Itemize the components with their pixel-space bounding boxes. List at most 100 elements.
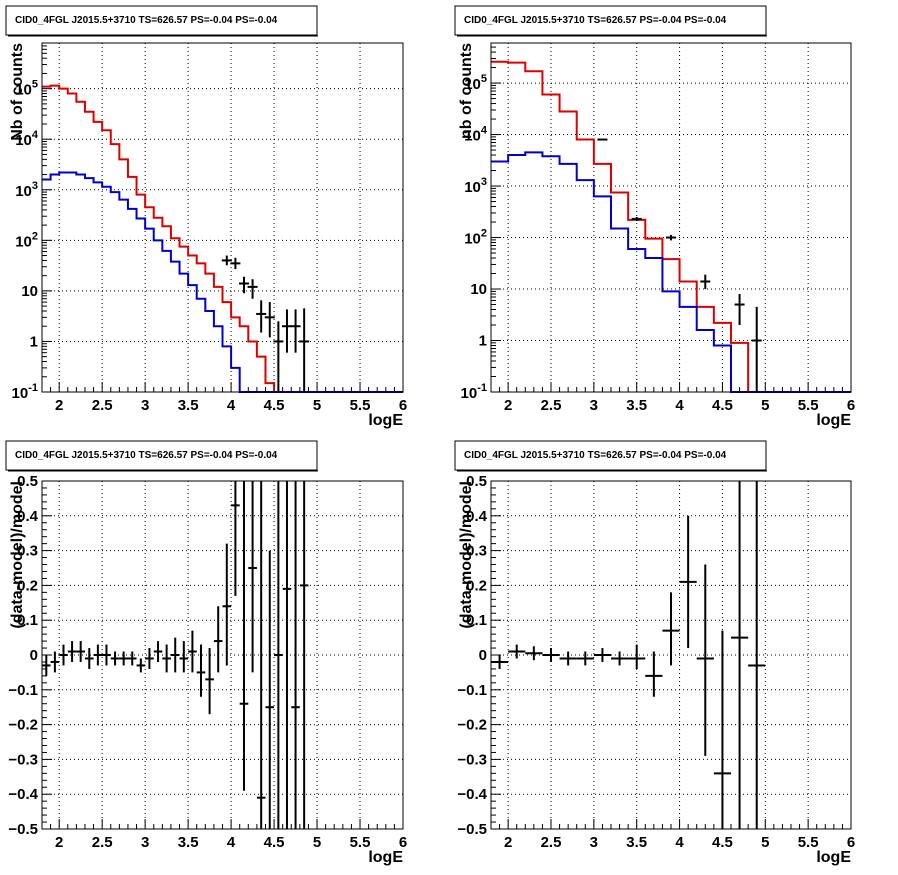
residual-point-2 bbox=[525, 646, 543, 661]
residual-point-28 bbox=[282, 481, 292, 829]
y-tick-label-6: 105 bbox=[15, 79, 38, 99]
residual-point-5 bbox=[576, 651, 594, 666]
plot-area bbox=[491, 43, 851, 392]
x-tick-label-6: 5 bbox=[761, 834, 769, 851]
x-tick-label-6: 5 bbox=[313, 834, 321, 851]
x-tick-label-6: 5 bbox=[313, 397, 321, 414]
residual-point-18 bbox=[196, 644, 206, 697]
residual-point-16 bbox=[179, 641, 189, 673]
data-point-3 bbox=[247, 279, 258, 299]
y-tick-label-3: −0.2 bbox=[457, 717, 487, 734]
data-point-2 bbox=[666, 234, 676, 241]
x-tick-label-1: 2.5 bbox=[541, 397, 562, 414]
residual-point-10 bbox=[662, 592, 680, 666]
residual-point-9 bbox=[119, 651, 128, 666]
y-axis-label: (data-model)/model bbox=[9, 481, 26, 629]
plot-frame bbox=[490, 42, 852, 393]
x-axis-label: logE bbox=[368, 849, 403, 866]
x-tick-label-0: 2 bbox=[504, 397, 512, 414]
x-tick-label-1: 2.5 bbox=[541, 834, 562, 851]
data-point-4 bbox=[256, 300, 267, 333]
y-tick-label-6: 105 bbox=[464, 73, 487, 93]
x-tick-label-6: 5 bbox=[761, 397, 769, 414]
chart-panel-1: 2 2.5 3 3.5 4 4.5 5 5.5 6 10-1 1 10 102 103 104 105 logE… bbox=[5, 5, 407, 429]
residual-point-13 bbox=[153, 641, 163, 662]
y-tick-label-1: 1 bbox=[479, 333, 487, 350]
y-axis-label: (data-model)/model bbox=[458, 481, 475, 629]
x-tick-label-8: 6 bbox=[847, 834, 855, 851]
y-tick-label-9: 0.4 bbox=[466, 508, 488, 525]
y-tick-label-9: 0.4 bbox=[17, 508, 39, 525]
x-tick-label-5: 4.5 bbox=[712, 834, 733, 851]
chart-panel-2: 2 2.5 3 3.5 4 4.5 5 5.5 6 10-1 1 10 102 103 104 105 logE… bbox=[454, 5, 855, 429]
residual-point-19 bbox=[205, 648, 214, 715]
y-tick-label-4: 103 bbox=[15, 180, 38, 200]
residual-point-2 bbox=[59, 644, 68, 666]
chart-title: CID0_4FGL J2015.5+3710 TS=626.57 PS=-0.0… bbox=[464, 15, 727, 26]
x-tick-label-8: 6 bbox=[399, 834, 407, 851]
y-tick-label-2: 10 bbox=[470, 281, 487, 298]
y-tick-label-5: 0 bbox=[30, 647, 38, 664]
y-tick-label-3: −0.2 bbox=[8, 717, 38, 734]
residual-point-8 bbox=[628, 644, 646, 669]
plot-frame bbox=[41, 480, 404, 830]
residual-point-1 bbox=[50, 651, 60, 673]
residual-point-9 bbox=[645, 651, 663, 697]
data-point-1 bbox=[631, 217, 642, 221]
chart-data bbox=[491, 481, 766, 829]
chart-title-box: CID0_4FGL J2015.5+3710 TS=626.57 PS=-0.0… bbox=[454, 440, 767, 472]
residual-point-26 bbox=[265, 550, 275, 829]
residual-point-15 bbox=[748, 481, 766, 829]
residual-point-23 bbox=[239, 481, 249, 791]
plot-frame bbox=[41, 42, 404, 393]
title-frame bbox=[454, 5, 767, 36]
residual-point-8 bbox=[110, 651, 120, 666]
x-axis-label: logE bbox=[368, 412, 403, 429]
chart-title: CID0_4FGL J2015.5+3710 TS=626.57 PS=-0.0… bbox=[15, 450, 278, 461]
y-tick-label-4: 103 bbox=[464, 176, 487, 196]
data-point-0 bbox=[221, 255, 232, 266]
data-point-5 bbox=[264, 302, 275, 338]
y-tick-label-10: 0.5 bbox=[466, 473, 487, 490]
chart-data bbox=[42, 481, 309, 829]
y-tick-label-1: 1 bbox=[30, 333, 38, 350]
residual-point-20 bbox=[213, 606, 223, 673]
residual-point-12 bbox=[696, 564, 714, 756]
x-tick-label-7: 5.5 bbox=[798, 834, 819, 851]
y-tick-label-4: −0.1 bbox=[457, 682, 487, 699]
residual-point-27 bbox=[274, 481, 283, 829]
data-point-7 bbox=[281, 309, 292, 353]
residual-point-24 bbox=[248, 481, 257, 673]
y-tick-label-10: 0.5 bbox=[17, 473, 38, 490]
x-tick-label-7: 5.5 bbox=[798, 397, 819, 414]
residual-point-5 bbox=[84, 648, 94, 669]
residual-point-3 bbox=[67, 641, 77, 662]
residual-point-21 bbox=[222, 543, 232, 666]
residual-point-11 bbox=[136, 658, 146, 673]
residual-point-6 bbox=[593, 648, 611, 662]
y-tick-label-1: −0.4 bbox=[457, 786, 487, 803]
y-tick-label-6: 0.1 bbox=[466, 612, 487, 629]
y-tick-label-7: 0.2 bbox=[466, 577, 487, 594]
residual-point-17 bbox=[188, 630, 197, 673]
y-tick-label-5: 0 bbox=[479, 647, 487, 664]
residual-point-30 bbox=[299, 481, 309, 829]
title-frame bbox=[5, 440, 318, 471]
x-tick-label-4: 4 bbox=[227, 834, 236, 851]
data-point-3 bbox=[700, 274, 711, 290]
x-tick-label-8: 6 bbox=[847, 397, 855, 414]
x-tick-label-2: 3 bbox=[590, 834, 598, 851]
x-tick-label-3: 3.5 bbox=[178, 834, 199, 851]
y-tick-label-5: 104 bbox=[15, 129, 39, 149]
y-tick-label-0: 10-1 bbox=[461, 382, 487, 402]
residual-point-0 bbox=[42, 655, 51, 676]
residual-point-11 bbox=[679, 515, 697, 649]
y-axis-label: Nb of counts bbox=[9, 43, 26, 141]
x-tick-label-7: 5.5 bbox=[350, 397, 371, 414]
residual-point-14 bbox=[162, 644, 171, 673]
data-point-0 bbox=[597, 138, 608, 141]
title-frame bbox=[454, 440, 767, 471]
chart-panel-3: 2 2.5 3 3.5 4 4.5 5 5.5 6 −0.5 −0.4 −0.3 −0.2 −0.1 0 0.… bbox=[5, 440, 407, 866]
y-tick-label-8: 0.3 bbox=[466, 543, 487, 560]
residual-point-15 bbox=[170, 637, 180, 673]
